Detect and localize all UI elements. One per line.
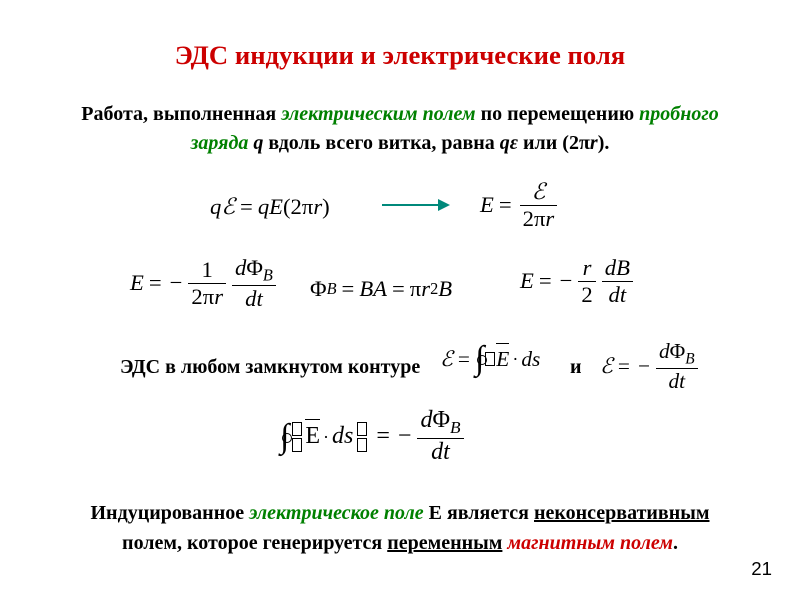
p2-t4: является <box>442 502 534 524</box>
r2b-Phi: Φ <box>310 276 327 302</box>
r2c-frac2: dB dt <box>602 256 633 307</box>
r2b-BA: BA <box>359 276 387 302</box>
p1-t10: (2π <box>562 132 590 154</box>
r2c-frac1: r 2 <box>578 256 595 307</box>
p2-t7: переменным <box>387 532 502 554</box>
eq-qE-equals-qE2pir: qℰ = qE(2πr) <box>210 194 330 220</box>
p1-t7: qε <box>500 132 518 154</box>
arrow-icon <box>380 194 450 222</box>
eq-oint-E-ds-equals-minus-dPhiBdt: ∫ E · ds = − dΦB dt <box>280 408 467 465</box>
r2c-E: E <box>520 268 534 294</box>
r2a-minus: − <box>170 270 183 296</box>
dot-icon: · <box>512 350 518 368</box>
p2-t5: неконсервативным <box>534 502 710 524</box>
p1-t10r: r <box>590 132 598 154</box>
r2b-subB: B <box>327 279 337 299</box>
r1r-E: E <box>480 192 494 218</box>
r2a-frac1: 1 2πr <box>188 258 226 309</box>
p2-t1: Индуцированное <box>91 502 250 524</box>
r1r-eq: = <box>499 192 512 218</box>
equation-row-3: ЭДС в любом замкнутом контуре ℰ = ∫ E · … <box>0 340 800 394</box>
r2b-pi: π <box>410 276 421 302</box>
r1l-r: r <box>313 194 322 220</box>
r2b-sq: 2 <box>430 279 438 299</box>
and-label: и <box>570 356 582 379</box>
p1-t8: или <box>518 132 562 154</box>
r4-ds: ds <box>332 423 353 450</box>
closed-integral-icon: ∫ <box>280 420 289 454</box>
r3a-eps: ℰ <box>440 347 453 372</box>
intro-paragraph: Работа, выполненная электрическим полем … <box>60 100 740 158</box>
p2-t10: . <box>673 532 678 554</box>
r4-Evec: E <box>305 423 320 450</box>
r3a-Evec: E <box>496 347 509 372</box>
eq-emf-closed-integral: ℰ = ∫ E · ds <box>440 342 540 376</box>
r4-eq: = <box>376 423 390 450</box>
r3b-minus: − <box>638 354 650 379</box>
r3a-ds: ds <box>521 347 540 372</box>
r2b-B2: B <box>438 276 452 302</box>
r2a-frac2: dΦB dt <box>232 256 276 310</box>
r4-frac: dΦB dt <box>417 408 463 465</box>
page-number: 21 <box>751 558 772 580</box>
r1l-eq: = <box>240 194 253 220</box>
r1l-rhsa: qE <box>258 194 283 220</box>
glyph-stack-icon <box>291 422 303 452</box>
r3a-eq: = <box>458 347 470 372</box>
equation-row-4: ∫ E · ds = − dΦB dt <box>0 408 800 472</box>
r1r-den: 2πr <box>520 206 558 231</box>
r2b-eq2: = <box>392 276 405 302</box>
p1-q: q <box>253 132 263 154</box>
r2a-eq: = <box>149 270 162 296</box>
r2b-eq1: = <box>342 276 355 302</box>
r1l-lhs: qℰ <box>210 194 235 220</box>
eq-E-equals-eps-over-2pir: E = ℰ 2πr <box>480 180 560 231</box>
eq-PhiB-equals-BA: ΦB = BA = πr2B <box>310 276 452 302</box>
p2-t3: E <box>424 502 442 524</box>
p1-t11: ). <box>598 132 610 154</box>
eq-emf-minus-dPhiBdt: ℰ = − dΦB dt <box>600 340 701 393</box>
r2a-E: E <box>130 270 144 296</box>
p1-t6: вдоль всего витка, равна <box>263 132 499 154</box>
eq-E-minus-1over2pir-dPhiB-dt: E = − 1 2πr dΦB dt <box>130 256 279 310</box>
closed-loop-label: ЭДС в любом замкнутом контуре <box>120 356 420 379</box>
p2-t6: полем, которое генерируется <box>122 532 387 554</box>
r3b-eps: ℰ <box>600 354 613 379</box>
r2b-r: r <box>421 276 430 302</box>
r3b-eq: = <box>618 354 630 379</box>
closed-integral-icon: ∫ <box>475 342 484 376</box>
p2-t9: магнитным полем <box>507 532 673 554</box>
conclusion-paragraph: Индуцированное электрическое поле E явля… <box>70 498 730 558</box>
equation-row-2: E = − 1 2πr dΦB dt ΦB = BA = <box>0 256 800 320</box>
r1l-open: (2π <box>283 194 313 220</box>
page-title: ЭДС индукции и электрические поля <box>0 40 800 71</box>
r2c-eq: = <box>539 268 552 294</box>
p2-t2: электрическое поле <box>249 502 424 524</box>
r3b-frac: dΦB dt <box>656 340 698 393</box>
p1-t2: электрическим полем <box>281 103 475 125</box>
r2c-minus: − <box>560 268 573 294</box>
p1-t1: Работа, выполненная <box>81 103 281 125</box>
equation-row-1: qℰ = qE(2πr) E = ℰ 2πr <box>0 180 800 236</box>
r1r-frac: ℰ 2πr <box>520 180 558 231</box>
p1-t3: по перемещению <box>476 103 640 125</box>
page: ЭДС индукции и электрические поля Работа… <box>0 0 800 600</box>
dot-icon: · <box>323 428 329 446</box>
r4-minus: − <box>398 423 412 450</box>
r1l-close: ) <box>322 194 330 220</box>
eq-E-minus-r-over-2-dBdt: E = − r 2 dB dt <box>520 256 636 307</box>
glyph-stack-icon <box>356 422 368 452</box>
r1r-num: ℰ <box>529 180 549 205</box>
